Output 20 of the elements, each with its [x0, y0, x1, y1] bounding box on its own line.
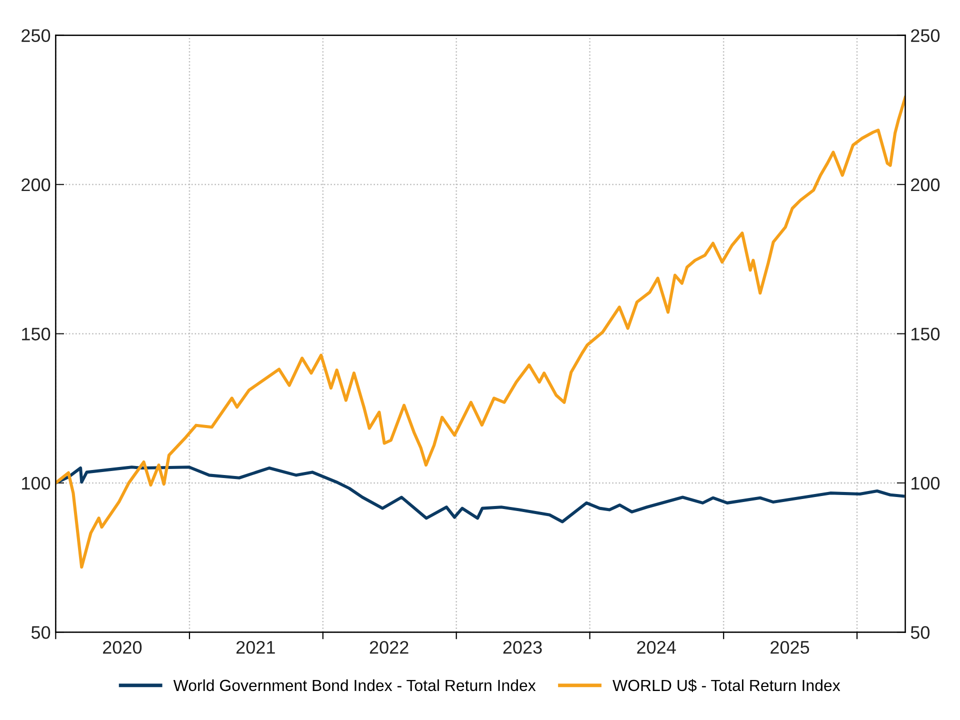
y-tick-label: 200	[22, 178, 50, 192]
x-tick-label: 2022	[370, 640, 408, 654]
legend-label: WORLD U$ - Total Return Index	[612, 679, 840, 692]
y2-tick-label: 150	[912, 328, 940, 340]
y2-tick-label: 250	[911, 29, 940, 42]
y2-tick-label: 100	[912, 476, 940, 490]
y2-tick-label: 50	[910, 626, 930, 639]
line-series	[56, 96, 906, 569]
y-tick-label: 50	[31, 626, 50, 639]
x-tick-label: 2020	[103, 640, 142, 654]
x-tick-label: 2024	[637, 640, 676, 654]
y-tick-label: 150	[22, 328, 50, 340]
y-tick-label: 250	[22, 29, 50, 42]
x-tick-label: 2023	[503, 640, 542, 654]
x-tick-label: 2025	[770, 640, 810, 654]
legend-label: World Government Bond Index - Total Return Index	[173, 679, 536, 692]
y2-tick-label: 200	[911, 178, 940, 192]
y-tick-label: 100	[22, 476, 50, 490]
x-tick-label: 2021	[236, 640, 275, 654]
line-series	[56, 466, 905, 524]
